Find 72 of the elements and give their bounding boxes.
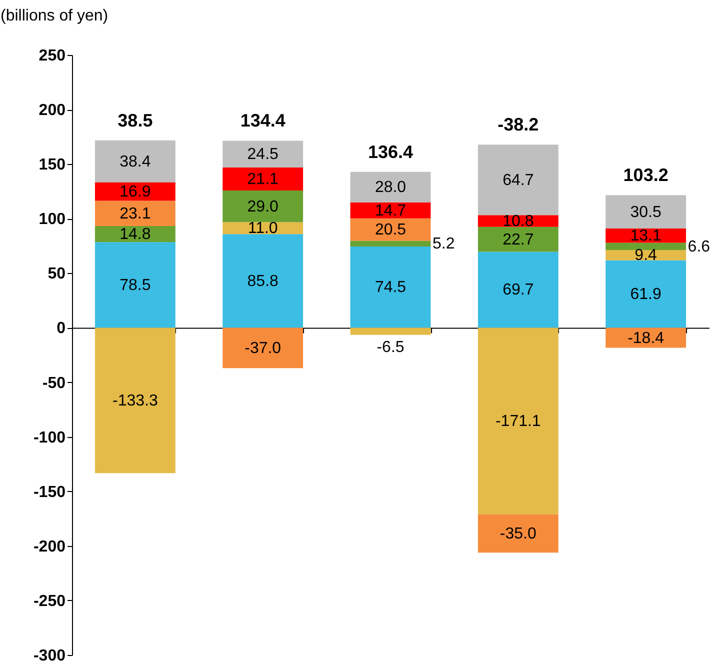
data-label: 23.1 — [120, 205, 151, 222]
data-label: -35.0 — [500, 525, 536, 542]
data-label: 29.0 — [247, 198, 279, 216]
bar — [350, 240, 431, 246]
bar — [222, 167, 304, 190]
total-label: -38.2 — [498, 114, 539, 135]
data-label: 9.4 — [634, 247, 658, 264]
data-label: 6.6 — [688, 238, 710, 256]
y-tick-label: 250 — [38, 48, 66, 64]
total-label: 38.5 — [118, 110, 153, 130]
data-label: -171.1 — [495, 413, 541, 430]
bar — [94, 200, 176, 226]
y-tick-label: -200 — [33, 538, 66, 556]
y-tick-label: 200 — [38, 102, 66, 120]
data-label: 21.1 — [247, 170, 279, 188]
bar — [478, 226, 558, 252]
data-label: 61.9 — [630, 286, 662, 303]
bar — [350, 202, 431, 218]
data-label: -18.4 — [628, 330, 664, 347]
data-label: -37.0 — [244, 340, 282, 357]
bar — [606, 242, 686, 250]
bar — [606, 260, 686, 328]
bar — [222, 328, 304, 368]
data-label: 22.7 — [502, 231, 534, 248]
data-label: -6.5 — [376, 339, 404, 356]
data-label: 11.0 — [248, 220, 278, 238]
y-tick-label: 0 — [56, 320, 66, 338]
data-label: 30.5 — [630, 204, 662, 221]
y-tick-label: -150 — [33, 484, 66, 501]
data-label: 10.8 — [502, 213, 534, 230]
data-label: 64.7 — [502, 172, 534, 189]
bar — [222, 234, 304, 328]
bar — [350, 246, 431, 328]
total-label: 103.2 — [623, 165, 668, 186]
bar — [94, 140, 176, 182]
data-label: 38.4 — [120, 153, 151, 170]
data-label: 5.2 — [432, 236, 455, 253]
total-label: 134.4 — [240, 110, 286, 131]
y-tick-label: -250 — [33, 592, 66, 610]
data-label: 20.5 — [374, 222, 406, 239]
data-label: 78.5 — [120, 276, 151, 294]
data-label: 85.8 — [247, 272, 279, 290]
bar — [94, 328, 176, 474]
bar — [222, 140, 304, 168]
bar — [478, 144, 558, 216]
data-label: 28.0 — [374, 179, 406, 196]
bar — [350, 218, 431, 241]
y-axis-title: (billions of yen) — [0, 8, 108, 24]
data-label: 14.7 — [374, 202, 406, 220]
bar — [350, 172, 431, 202]
bar — [94, 242, 176, 328]
y-tick-label: 100 — [38, 211, 66, 228]
bar — [478, 328, 558, 514]
bar — [606, 195, 686, 228]
y-tick-label: -50 — [42, 374, 66, 392]
y-tick-label: 50 — [48, 266, 66, 283]
y-tick-label: 150 — [38, 156, 66, 174]
data-label: 14.8 — [120, 226, 151, 244]
data-label: 74.5 — [374, 279, 406, 296]
data-label: 13.1 — [630, 228, 662, 245]
data-label: 24.5 — [247, 146, 279, 164]
y-tick-label: -300 — [33, 648, 66, 662]
bar — [222, 190, 304, 222]
bar — [606, 328, 686, 348]
data-label: 16.9 — [120, 184, 151, 201]
total-label: 136.4 — [368, 142, 414, 162]
bar — [478, 252, 558, 328]
bar — [478, 514, 558, 553]
data-label: 69.7 — [502, 282, 534, 299]
data-label: -133.3 — [112, 392, 158, 410]
y-tick-label: -100 — [33, 429, 66, 446]
bar — [350, 328, 431, 335]
